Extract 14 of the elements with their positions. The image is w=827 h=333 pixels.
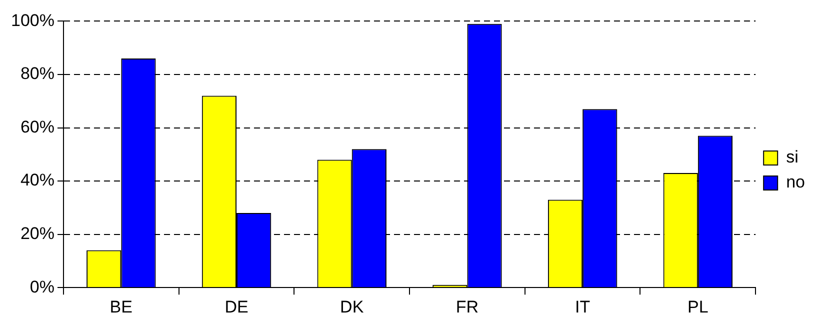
x-tick-label: IT [575,297,590,316]
y-tick-label: 60% [20,117,54,136]
x-tick-label: DK [340,297,364,316]
y-tick-label: 0% [30,277,54,296]
x-tick-label: PL [688,297,708,316]
y-tick-label: 40% [20,170,54,190]
legend-label: no [786,172,806,192]
legend-label: si [786,148,798,167]
x-tick-label: BE [110,297,132,316]
x-tick-label: DE [224,297,248,316]
x-tick-label: FR [456,297,479,316]
y-tick-label: 20% [20,224,54,244]
y-tick-label: 80% [20,64,54,84]
y-tick-label: 100% [10,10,54,30]
